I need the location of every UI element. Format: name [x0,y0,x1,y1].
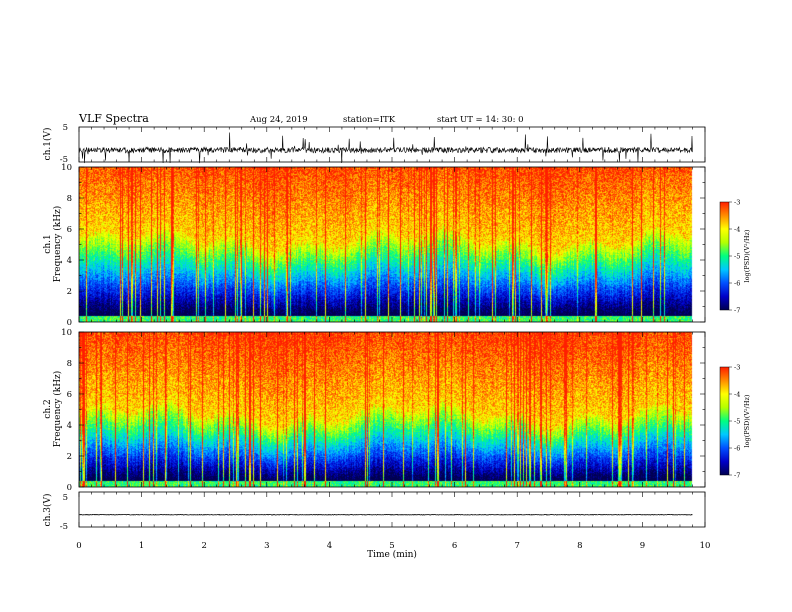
colorbar-tick-label: -7 [734,472,740,480]
colorbar-tick-label: -6 [734,445,740,453]
colorbar-tick-label: -4 [734,226,740,234]
y-tick-label: 2 [67,287,72,297]
ch1-waveform-ticks [78,127,706,162]
ch2-spectrogram-ytick-labels: 0 2 4 6 8 10 [61,328,72,493]
time-axis-label: Time (min) [367,549,417,560]
ch3-ytick-bottom: -5 [60,522,68,532]
ch1-colorbar [719,201,730,311]
ch3-waveform-trace [78,513,693,516]
y-tick-label: 6 [67,225,72,235]
ch1-ytick-top: 5 [63,123,68,133]
ch3-waveform-ticks [78,492,706,527]
x-tick-label: 1 [139,541,144,551]
ch2-spectrogram-ylabel-channel: ch.2 [43,399,53,418]
colorbar-tick-label: -5 [734,253,740,261]
y-tick-label: 4 [67,421,72,431]
ch1-waveform-frame [78,126,706,163]
colorbar-tick-label: -7 [734,307,740,315]
ch1-waveform-trace [78,132,693,164]
ch1-spectrogram-image [79,167,705,322]
time-axis-tick-labels: 0 1 2 3 4 5 6 7 8 9 10 [76,541,710,551]
ch2-spectrogram-image [79,332,705,487]
y-tick-label: 10 [61,328,72,338]
ch3-ytick-top: 5 [63,493,68,503]
ch3-waveform-panel: 5 -5 ch.3(V) [42,491,706,532]
colorbar-tick-label: -3 [734,199,740,207]
x-tick-label: 8 [577,541,582,551]
ch1-spectrogram-ytick-labels: 0 2 4 6 8 10 [61,163,72,328]
ch1-colorbar-label: log(PSD)(V²/Hz) [743,229,751,282]
x-tick-label: 9 [640,541,645,551]
figure-title: VLF Spectra [78,112,149,125]
x-tick-label: 3 [264,541,269,551]
x-tick-label: 2 [201,541,206,551]
ch1-colorbar-ticks: -3 -4 -5 -6 -7 [729,199,740,315]
ch2-spectrogram-ylabel-frequency: Frequency (kHz) [52,371,63,448]
x-tick-label: 4 [327,541,332,551]
x-tick-label: 0 [76,541,81,551]
ch1-waveform-panel: 5 -5 ch.1(V) [42,123,706,165]
ch2-colorbar-ticks: -3 -4 -5 -6 -7 [729,364,740,480]
y-tick-label: 10 [61,163,72,173]
start-time-label: start UT = 14: 30: 0 [437,115,524,125]
station-label: station=ITK [343,115,396,125]
ch2-colorbar [719,366,730,476]
x-tick-label: 10 [700,541,711,551]
ch1-waveform-ylabel: ch.1(V) [42,128,53,161]
y-tick-label: 2 [67,452,72,462]
y-tick-label: 0 [67,483,72,493]
ch1-spectrogram-ylabel-channel: ch.1 [43,234,53,253]
x-tick-label: 5 [389,541,394,551]
ch1-spectrogram-ylabel-frequency: Frequency (kHz) [52,206,63,283]
colorbar-tick-label: -5 [734,418,740,426]
ch2-spectrogram-ticks [78,331,706,488]
ch1-spectrogram-ticks [78,166,706,323]
y-tick-label: 8 [67,194,72,204]
y-tick-label: 0 [67,318,72,328]
ch3-waveform-ylabel: ch.3(V) [42,494,53,527]
colorbar-tick-label: -3 [734,364,740,372]
ch1-ytick-bottom: -5 [60,155,68,165]
ch3-waveform-frame [78,491,706,528]
colorbar-tick-label: -4 [734,391,740,399]
colorbar-tick-label: -6 [734,280,740,288]
date-label: Aug 24, 2019 [249,115,308,125]
y-tick-label: 6 [67,390,72,400]
ch2-colorbar-label: log(PSD)(V²/Hz) [743,394,751,447]
x-tick-label: 7 [514,541,519,551]
x-tick-label: 6 [452,541,457,551]
y-tick-label: 4 [67,256,72,266]
y-tick-label: 8 [67,359,72,369]
